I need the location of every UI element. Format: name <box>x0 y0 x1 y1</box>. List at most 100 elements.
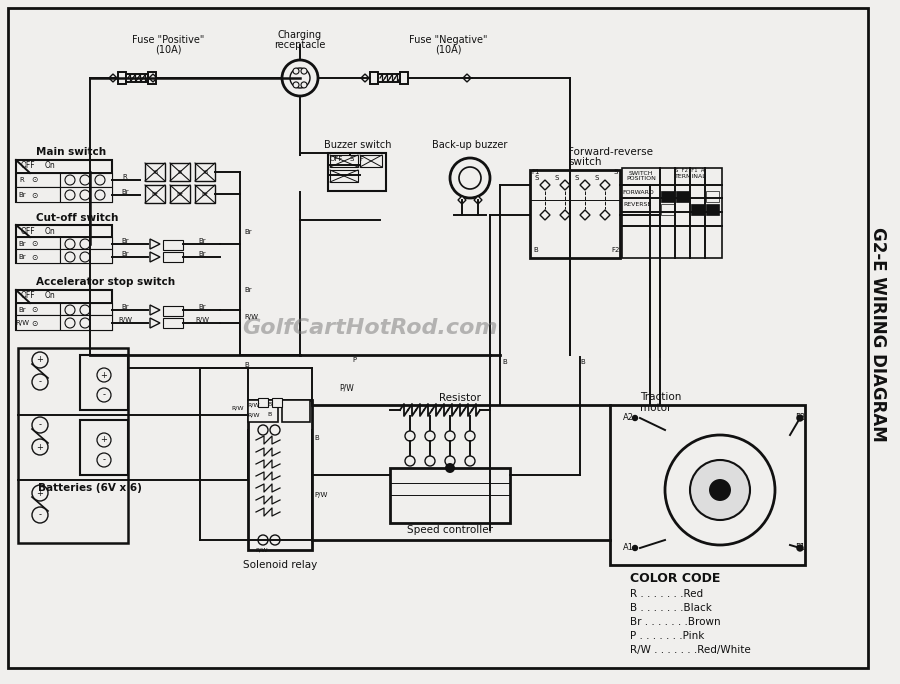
Circle shape <box>32 507 48 523</box>
Text: R/W: R/W <box>195 317 209 323</box>
Text: Br: Br <box>122 304 129 310</box>
Circle shape <box>270 425 280 435</box>
Bar <box>145 185 165 203</box>
Text: P . . . . . . .Pink: P . . . . . . .Pink <box>630 631 705 641</box>
Bar <box>170 185 190 203</box>
Text: -: - <box>103 391 105 399</box>
Polygon shape <box>560 210 570 220</box>
Circle shape <box>301 82 307 88</box>
Text: P/W: P/W <box>314 492 328 498</box>
Polygon shape <box>361 74 369 82</box>
Text: B: B <box>153 170 157 174</box>
Bar <box>370 72 378 84</box>
Text: F: F <box>359 156 363 162</box>
Circle shape <box>665 435 775 545</box>
Bar <box>676 191 689 202</box>
Text: Cut-off switch: Cut-off switch <box>36 213 119 223</box>
Text: REVERSE: REVERSE <box>624 202 652 207</box>
Circle shape <box>797 415 803 421</box>
Bar <box>706 191 719 202</box>
Text: Br: Br <box>202 192 209 196</box>
Text: Br: Br <box>122 251 129 257</box>
Text: Br: Br <box>18 307 26 313</box>
Bar <box>195 185 215 203</box>
Text: R/W: R/W <box>255 547 267 553</box>
Bar <box>248 400 312 550</box>
Polygon shape <box>600 210 610 220</box>
Text: G2-E WIRING DIAGRAM: G2-E WIRING DIAGRAM <box>869 226 887 441</box>
Text: B: B <box>502 359 507 365</box>
Circle shape <box>258 535 268 545</box>
Bar <box>248 400 278 422</box>
Bar <box>163 306 183 316</box>
Text: SWITCH
POSITION: SWITCH POSITION <box>626 170 656 181</box>
Text: ⊙: ⊙ <box>31 176 37 185</box>
Polygon shape <box>391 74 399 82</box>
Bar <box>16 173 60 187</box>
Polygon shape <box>458 196 466 204</box>
Circle shape <box>797 545 803 551</box>
Bar <box>163 240 183 250</box>
Bar <box>330 170 358 182</box>
Text: GolfCartHotRod.com: GolfCartHotRod.com <box>242 318 498 338</box>
Polygon shape <box>560 180 570 190</box>
Text: S  F2  F1  A: S F2 F1 A <box>675 168 705 172</box>
Text: S: S <box>575 175 580 181</box>
Bar <box>706 204 719 215</box>
Text: +: + <box>37 488 43 497</box>
Circle shape <box>425 456 435 466</box>
Circle shape <box>446 464 454 472</box>
Text: B . . . . . . .Black: B . . . . . . .Black <box>630 603 712 613</box>
Text: +: + <box>37 356 43 365</box>
Circle shape <box>65 318 75 328</box>
Text: -: - <box>39 378 41 386</box>
Bar <box>16 303 60 315</box>
Polygon shape <box>149 74 157 82</box>
Bar <box>60 303 112 315</box>
Bar <box>148 72 156 84</box>
Text: R . . . . . . .Red: R . . . . . . .Red <box>630 589 703 599</box>
Circle shape <box>465 456 475 466</box>
Text: Br: Br <box>18 192 26 198</box>
Bar <box>60 249 112 263</box>
Text: B: B <box>202 170 207 174</box>
Text: Br: Br <box>151 192 158 196</box>
Text: R/W . . . . . . .Red/White: R/W . . . . . . .Red/White <box>630 645 751 655</box>
Text: Br: Br <box>198 251 206 257</box>
Circle shape <box>80 190 90 200</box>
Bar <box>360 155 382 167</box>
Text: Fuse "Positive": Fuse "Positive" <box>131 35 204 45</box>
Text: ⊙: ⊙ <box>31 306 37 315</box>
Circle shape <box>301 68 307 74</box>
Circle shape <box>97 453 111 467</box>
Bar <box>163 252 183 262</box>
Text: S: S <box>535 175 539 181</box>
Circle shape <box>633 415 637 421</box>
Bar <box>118 72 126 84</box>
Text: S: S <box>350 156 355 162</box>
Circle shape <box>690 460 750 520</box>
Text: OFF: OFF <box>21 161 35 170</box>
Text: A2: A2 <box>623 414 634 423</box>
Text: TERMINAL: TERMINAL <box>675 174 706 179</box>
Bar <box>60 173 112 187</box>
Text: B: B <box>268 412 272 417</box>
Text: R/W: R/W <box>244 314 258 320</box>
Text: COLOR CODE: COLOR CODE <box>630 572 720 585</box>
Text: Buzzer switch: Buzzer switch <box>324 140 392 150</box>
Circle shape <box>282 60 318 96</box>
Polygon shape <box>150 239 160 249</box>
Bar <box>16 160 112 202</box>
Text: R/W: R/W <box>248 402 260 408</box>
Circle shape <box>405 431 415 441</box>
Circle shape <box>65 190 75 200</box>
Bar <box>126 74 148 82</box>
Text: OFF: OFF <box>21 226 35 235</box>
Text: +: + <box>101 436 107 445</box>
Text: P: P <box>352 357 356 363</box>
Circle shape <box>32 417 48 433</box>
Bar <box>530 170 620 258</box>
Text: Br: Br <box>198 304 206 310</box>
Text: R/W: R/W <box>118 317 132 323</box>
Circle shape <box>425 431 435 441</box>
